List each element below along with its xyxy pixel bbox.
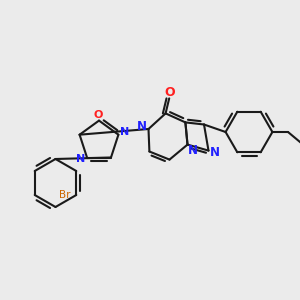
Text: Br: Br bbox=[59, 190, 70, 200]
Text: N: N bbox=[120, 127, 129, 137]
Text: O: O bbox=[164, 86, 175, 99]
Text: O: O bbox=[94, 110, 103, 120]
Text: N: N bbox=[210, 146, 220, 160]
Text: N: N bbox=[76, 154, 85, 164]
Text: N: N bbox=[137, 120, 147, 133]
Text: N: N bbox=[188, 143, 198, 157]
